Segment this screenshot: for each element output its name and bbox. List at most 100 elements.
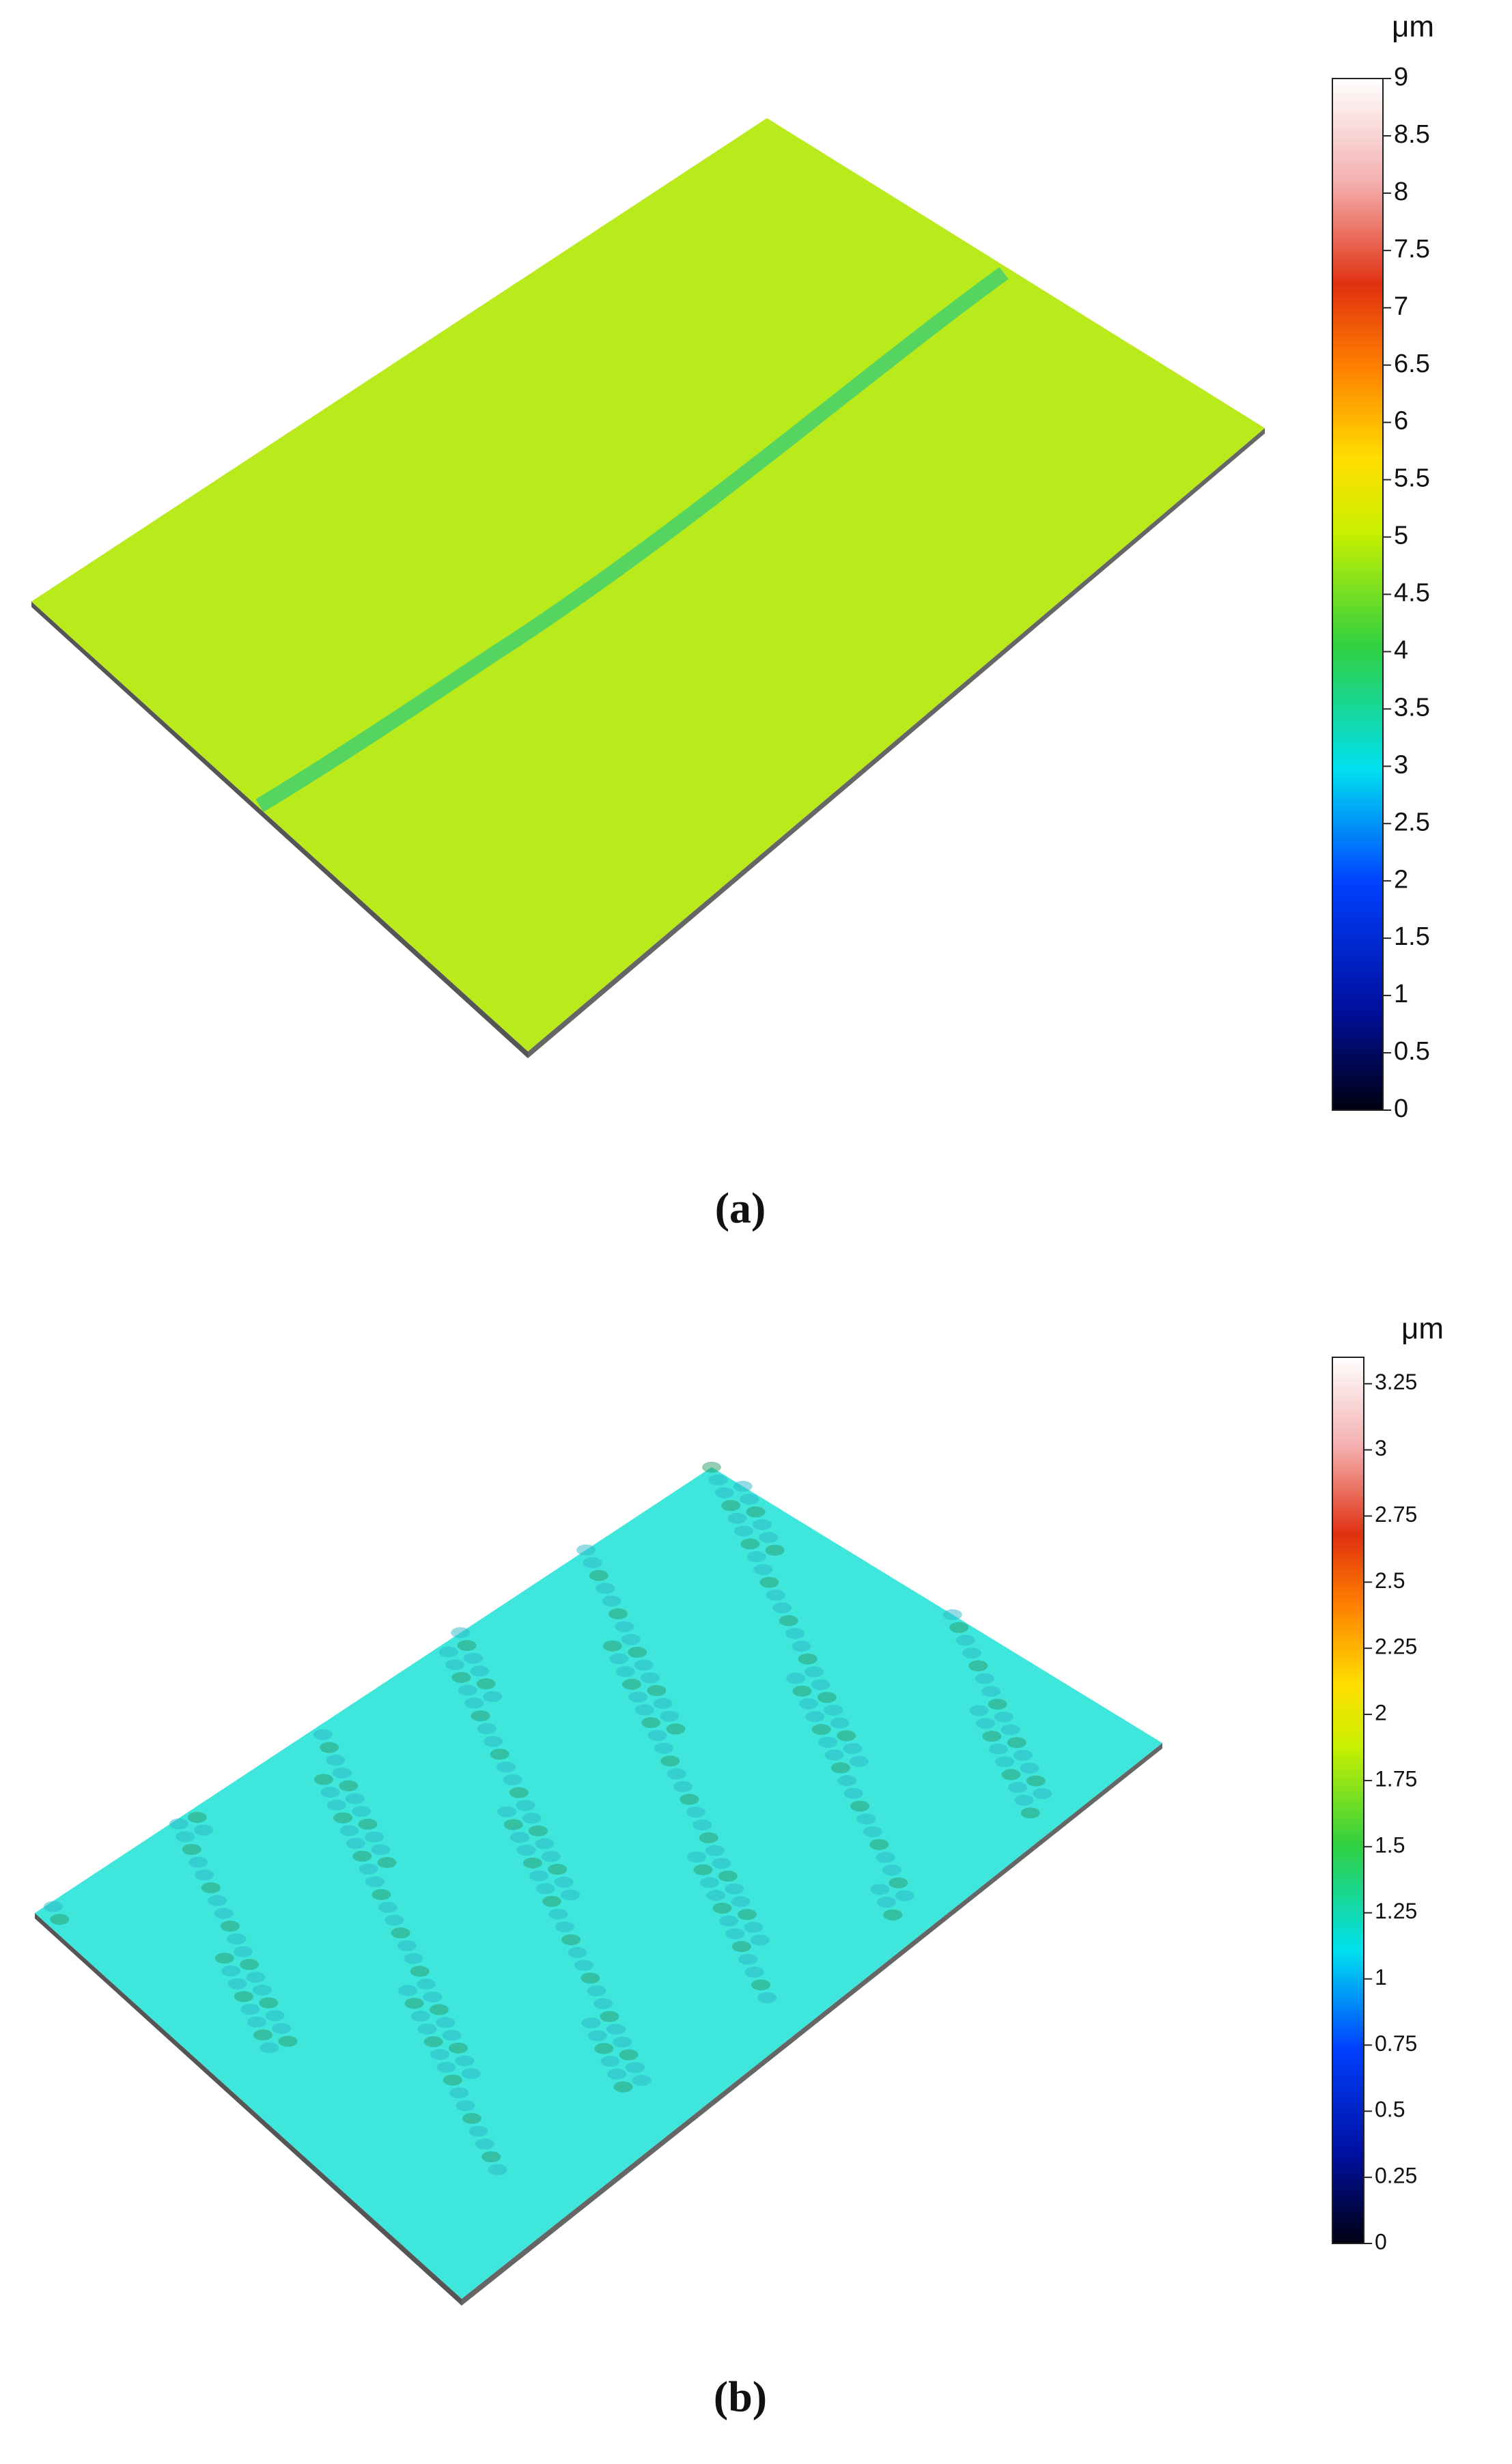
surface-texture [510, 1832, 530, 1843]
colorbar-tick-label: 2 [1375, 1701, 1387, 1725]
surface-texture [607, 2068, 627, 2080]
colorbar-tick-label: 9 [1394, 63, 1408, 91]
colorbar-tick-label: 0 [1394, 1094, 1408, 1123]
surface-texture [442, 2030, 462, 2041]
surface-texture [587, 1985, 606, 1997]
surface-texture [503, 1774, 522, 1785]
surface-texture [746, 1506, 766, 1518]
surface-texture [561, 1934, 581, 1946]
colorbar-tick-label: 7.5 [1394, 235, 1430, 264]
surface-texture [430, 2049, 450, 2061]
surface-texture [705, 1845, 725, 1856]
surface-texture [1001, 1769, 1021, 1781]
surface-texture [464, 1697, 484, 1709]
surface-texture [869, 1839, 889, 1850]
colorbar-tick-label: 2.25 [1375, 1634, 1417, 1659]
surface-texture [188, 1856, 208, 1868]
surface-texture [458, 1684, 477, 1696]
surface-texture [234, 1991, 253, 2002]
surface-texture [339, 1825, 359, 1837]
surface-texture [548, 1863, 568, 1875]
surface-texture [830, 1717, 850, 1729]
surface-texture [653, 1697, 673, 1709]
surface-texture [982, 1731, 1002, 1742]
surface-texture [593, 1998, 613, 2009]
surface-texture [227, 1933, 247, 1944]
surface-texture [560, 1889, 580, 1901]
colorbar-tick-label: 5 [1394, 522, 1408, 550]
surface-texture [849, 1755, 869, 1767]
surface-texture [516, 1844, 536, 1856]
surface-texture [712, 1858, 731, 1869]
colorbar-tick-label: 3 [1394, 750, 1408, 779]
surface-texture [738, 1953, 758, 1965]
surface-texture [252, 1984, 272, 1996]
surface-texture [811, 1679, 830, 1690]
surface-texture [436, 2017, 456, 2028]
surface-texture [746, 1551, 766, 1563]
surface-texture [247, 2016, 266, 2028]
surface-texture [554, 1876, 574, 1888]
surface-texture [1007, 1737, 1026, 1748]
surface-texture [535, 1838, 555, 1850]
surface-texture [576, 1544, 596, 1556]
surface-texture [345, 1793, 365, 1804]
surface-texture [240, 1959, 260, 1970]
surface-texture [182, 1843, 201, 1855]
surface-texture [313, 1729, 333, 1740]
surface-texture [1020, 1807, 1040, 1819]
surface-texture [1026, 1775, 1046, 1787]
surface-texture [50, 1914, 70, 1925]
surface-texture [613, 2081, 633, 2093]
surface-texture [766, 1589, 785, 1601]
surface-texture [981, 1686, 1001, 1697]
surface-texture [346, 1838, 365, 1850]
surface-texture [377, 1857, 397, 1869]
surface-texture [622, 1678, 642, 1690]
surface-texture [634, 1659, 654, 1671]
surface-texture [621, 1634, 641, 1645]
surface-texture [358, 1818, 378, 1830]
surface-texture [509, 1787, 529, 1798]
surface-texture [445, 1659, 465, 1671]
surface-texture [988, 1743, 1008, 1755]
surface-texture [535, 1883, 555, 1895]
surface-texture [680, 1794, 699, 1805]
surface-texture [278, 2035, 298, 2047]
surface-texture [529, 1825, 548, 1837]
surface-texture [757, 1992, 777, 2003]
surface-texture [765, 1544, 785, 1556]
surface-texture [1007, 1781, 1027, 1793]
surface-texture [786, 1673, 806, 1684]
surface-texture [628, 1647, 647, 1658]
colorbar-tick-label: 3 [1375, 1436, 1387, 1460]
surface-texture [615, 1666, 635, 1677]
surface-texture [805, 1711, 825, 1723]
surface-texture [542, 1895, 562, 1907]
surface-texture [332, 1767, 352, 1779]
surface-texture [811, 1724, 831, 1736]
surface-texture [587, 2030, 607, 2041]
surface-texture [326, 1755, 346, 1766]
surface-texture [686, 1807, 705, 1818]
colorbar-tick-label: 1.5 [1375, 1832, 1405, 1857]
surface-texture [856, 1813, 876, 1825]
surface-texture [609, 1653, 629, 1665]
surface-texture [522, 1813, 542, 1824]
surface-texture [352, 1850, 372, 1862]
surface-texture [372, 1888, 391, 1900]
surface-texture [436, 2061, 456, 2073]
surface-texture [456, 2100, 475, 2112]
surface-texture [737, 1909, 757, 1921]
surface-texture [581, 2017, 601, 2028]
surface-texture [708, 1474, 728, 1486]
surface-texture [733, 1525, 753, 1537]
colorbar-tick-label: 8 [1394, 178, 1408, 206]
surface-texture [451, 1627, 471, 1639]
surface-texture [541, 1851, 561, 1863]
surface-texture [725, 1883, 744, 1895]
colorbar-unit: μm [1392, 10, 1434, 44]
surface-texture [863, 1826, 882, 1837]
surface-texture [43, 1901, 63, 1912]
surface-texture [976, 1718, 996, 1729]
